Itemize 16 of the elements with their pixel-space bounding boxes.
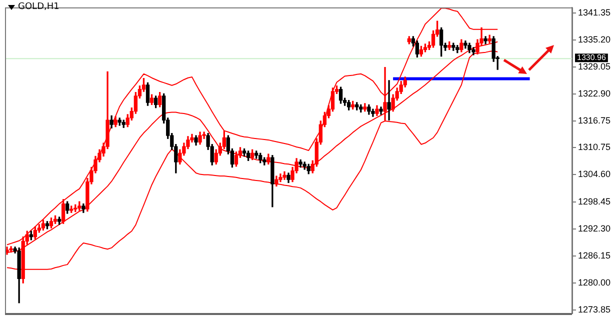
y-tick-label: 1322.90: [578, 88, 611, 99]
y-tick-label: 1304.60: [578, 169, 611, 180]
y-tick-label: 1286.15: [578, 250, 611, 260]
ref-line-label: 1330.96: [577, 53, 606, 62]
y-tick-label: 1310.75: [578, 142, 611, 152]
y-tick-label: 1298.45: [578, 196, 611, 206]
candlestick: [383, 66, 387, 120]
chart-title: GOLD,H1: [18, 2, 60, 12]
y-tick-label: 1329.05: [578, 62, 611, 72]
y-tick-label: 1292.30: [578, 223, 611, 234]
y-tick-label: 1280.00: [578, 278, 611, 288]
y-tick-label: 1341.35: [578, 7, 611, 18]
y-tick-label: 1316.75: [578, 116, 611, 126]
y-tick-label: 1335.20: [578, 34, 611, 44]
y-tick-label: 1273.85: [578, 304, 611, 315]
candlestick: [387, 80, 391, 120]
